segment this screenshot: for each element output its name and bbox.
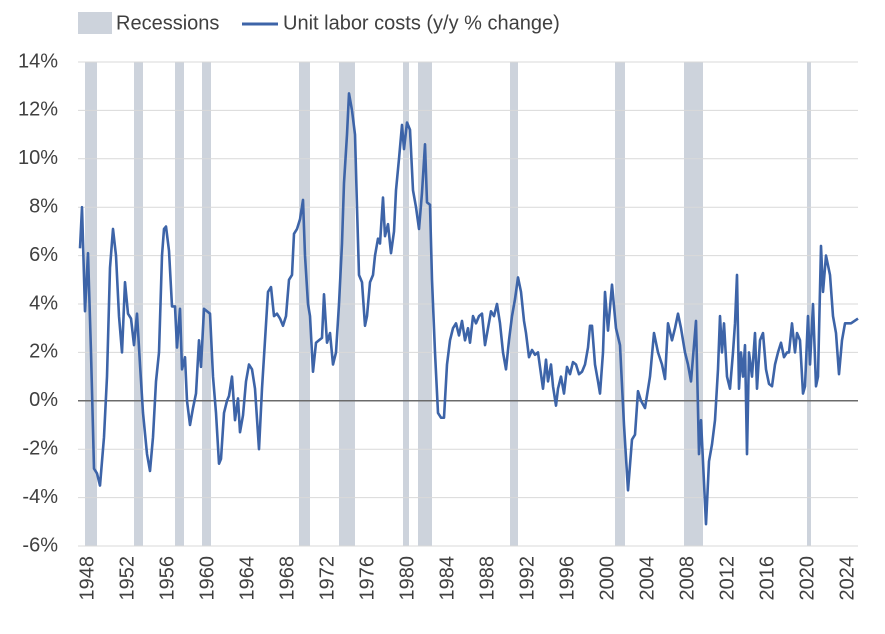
y-tick-label: -2% [22, 437, 58, 459]
legend: Recessions Unit labor costs (y/y % chang… [78, 12, 560, 34]
plot [78, 92, 859, 526]
data-line [78, 92, 859, 526]
y-tick-label: 6% [29, 244, 58, 266]
x-tick-label: 1984 [436, 556, 458, 601]
x-tick-label: 1964 [236, 556, 258, 601]
x-tick-label: 1960 [196, 556, 218, 601]
y-tick-label: 14% [18, 50, 58, 72]
x-tick-label: 1976 [356, 556, 378, 601]
x-tick-label: 1988 [476, 556, 498, 601]
x-tick-label: 2016 [756, 556, 778, 601]
x-tick-label: 2008 [676, 556, 698, 601]
x-tick-label: 1948 [76, 556, 98, 601]
y-tick-label: 8% [29, 195, 58, 217]
x-tick-label: 2012 [716, 556, 738, 601]
y-tick-label: -6% [22, 534, 58, 556]
legend-label: Unit labor costs (y/y % change) [283, 12, 560, 34]
x-tick-label: 1992 [516, 556, 538, 601]
legend-label: Recessions [116, 12, 219, 34]
x-tick-label: 2024 [836, 556, 858, 601]
y-tick-label: -4% [22, 486, 58, 508]
x-tick-label: 2004 [636, 556, 658, 601]
y-tick-label: 10% [18, 147, 58, 169]
y-tick-label: 2% [29, 341, 58, 363]
x-tick-label: 2000 [596, 556, 618, 601]
y-tick-label: 12% [18, 99, 58, 121]
legend-swatch [78, 12, 112, 34]
y-tick-label: 4% [29, 292, 58, 314]
grid [78, 61, 858, 547]
x-tick-label: 1972 [316, 556, 338, 601]
x-tick-label: 1980 [396, 556, 418, 601]
x-tick-label: 2020 [796, 556, 818, 601]
y-tick-label: 0% [29, 389, 58, 411]
x-tick-label: 1996 [556, 556, 578, 601]
x-tick-label: 1968 [276, 556, 298, 601]
x-tick-label: 1952 [116, 556, 138, 601]
x-tick-label: 1956 [156, 556, 178, 601]
